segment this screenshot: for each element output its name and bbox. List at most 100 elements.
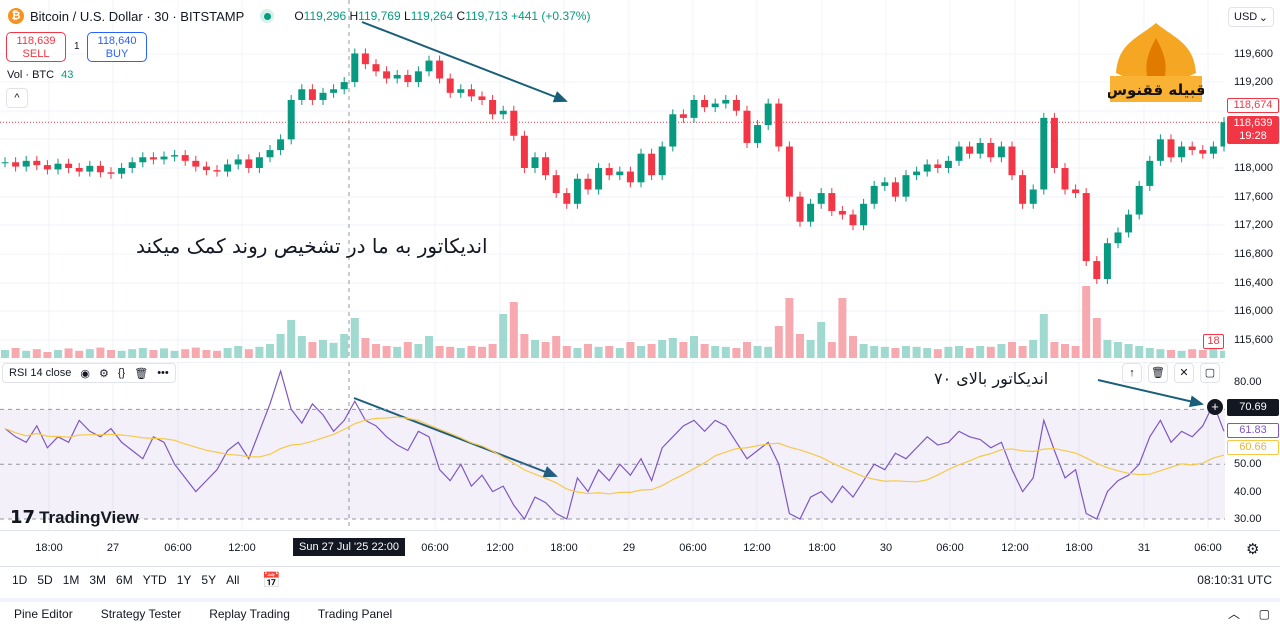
rsi-chart[interactable] [0,362,1225,530]
annotation-text[interactable]: اندیکاتور به ما در تشخیص روند کمک میکند [136,234,488,258]
source-code-icon[interactable]: {} [117,367,126,379]
phoenix-logo: قبیله ققنوس [1106,18,1206,104]
symbol-title[interactable]: Bitcoin / U.S. Dollar · 30 · BITSTAMP [30,8,245,24]
volume-bar [393,346,402,358]
range-button-5d[interactable]: 5D [37,573,53,587]
add-alert-icon[interactable]: + [1207,399,1223,415]
candle [764,103,772,126]
volume-legend[interactable]: Vol · BTC 43 [7,69,74,81]
time-axis[interactable]: Sun 27 Jul '25 22:00 ⚙ 18:00 27 06:00 12:00… [0,530,1280,566]
volume-bar [605,346,614,358]
volume-bar [711,346,720,358]
time-label: 06:00 [421,542,449,554]
volume-bar [785,298,794,358]
tab-trading-panel[interactable]: Trading Panel [317,606,393,621]
candle [891,182,899,197]
settings-icon[interactable]: ⚙ [98,367,109,380]
volume-bar [721,346,730,358]
volume-bar [1167,350,1175,358]
bottom-panel-tabs: Pine Editor Strategy Tester Replay Tradi… [0,598,1280,625]
price-label: 118,000 [1234,162,1273,174]
trash-icon[interactable]: 🗑 [134,367,149,380]
move-up-icon[interactable]: ↑ [1122,363,1142,383]
price-label: 117,600 [1234,191,1273,203]
volume-bar [308,342,317,358]
clock[interactable]: 08:10:31 UTC [1197,573,1272,587]
candle [510,110,518,136]
currency-select[interactable]: USD ⌄ [1228,7,1274,27]
volume-bar [350,318,359,358]
candle [330,89,338,93]
tab-replay-trading[interactable]: Replay Trading [209,606,290,621]
trash-icon[interactable]: 🗑 [1148,363,1168,383]
range-button-all[interactable]: All [226,573,240,587]
volume-bar [149,350,158,358]
range-button-5y[interactable]: 5Y [201,573,217,587]
volume-bar [859,344,868,358]
candle [319,92,327,100]
candle [669,114,677,147]
volume-bar [117,350,126,358]
rsi-annotation-text[interactable]: اندیکاتور بالای ۷۰ [934,369,1049,388]
volume-bar [456,348,465,358]
buy-button[interactable]: 118,640 BUY [87,32,147,62]
range-button-1m[interactable]: 1M [62,573,80,587]
price-chart[interactable] [0,0,1225,360]
candle [12,162,20,167]
more-icon[interactable]: ••• [157,367,169,379]
range-button-ytd[interactable]: YTD [142,573,167,587]
volume-bar [933,349,942,358]
price-axis[interactable]: 119,600 119,200 118,000 117,600 117,200 … [1225,0,1280,530]
candle [202,166,210,171]
range-button-6m[interactable]: 6M [116,573,133,587]
time-label: 06:00 [164,542,192,554]
rsi-axis-label: 50.00 [1234,458,1262,470]
candle [807,203,815,222]
volume-bar [191,347,200,358]
time-label: 18:00 [808,542,836,554]
candle [913,171,921,176]
volume-bar [1177,350,1186,358]
expand-panel-icon[interactable]: ︿ [1227,607,1240,621]
range-button-3m[interactable]: 3M [89,573,107,587]
volume-bar [319,340,327,358]
rsi-value-tag: 61.83 [1227,423,1279,438]
candle [1114,232,1122,244]
rsi-trend-arrow [353,397,558,478]
range-button-1d[interactable]: 1D [12,573,28,587]
tab-pine-editor[interactable]: Pine Editor [14,606,73,621]
candle [870,185,878,204]
candle [181,155,189,161]
range-button-1y[interactable]: 1Y [176,573,192,587]
collapse-pane-icon[interactable]: ✕ [1174,363,1194,383]
rsi-legend[interactable]: RSI 14 close ◉ ⚙ {} 🗑 ••• [2,363,176,383]
candle [404,74,412,83]
candle [754,125,762,143]
candle [573,178,581,204]
eye-icon[interactable]: ◉ [80,367,90,380]
volume-bar [128,349,137,358]
settings-icon[interactable]: ⚙ [1246,541,1260,558]
volume-bar [923,348,932,358]
maximize-pane-icon[interactable]: ▢ [1200,363,1220,383]
sell-button[interactable]: 118,639 SELL [6,32,66,62]
volume-bar [626,342,635,358]
collapse-legend-button[interactable]: ^ [6,88,28,108]
candle [1188,146,1196,151]
candle [65,163,73,168]
volume-bar [499,314,508,358]
range-bar: 1D 5D 1M 3M 6M YTD 1Y 5Y All 📅 08:10:31 UTC [0,566,1280,593]
symbol-legend[interactable]: ₿ Bitcoin / U.S. Dollar · 30 · BITSTAMP … [8,8,590,24]
volume-bar [244,349,253,358]
tab-strategy-tester[interactable]: Strategy Tester [100,606,182,621]
volume-bar [340,334,349,358]
bitcoin-icon: ₿ [8,8,24,24]
maximize-panel-icon[interactable]: ▢ [1258,606,1270,621]
volume-bar [297,336,306,358]
volume-bar [467,346,476,358]
goto-date-icon[interactable]: 📅 [262,572,282,589]
candle [605,168,613,176]
candle [139,157,147,163]
volume-bar [1188,349,1197,358]
candle [637,153,645,183]
